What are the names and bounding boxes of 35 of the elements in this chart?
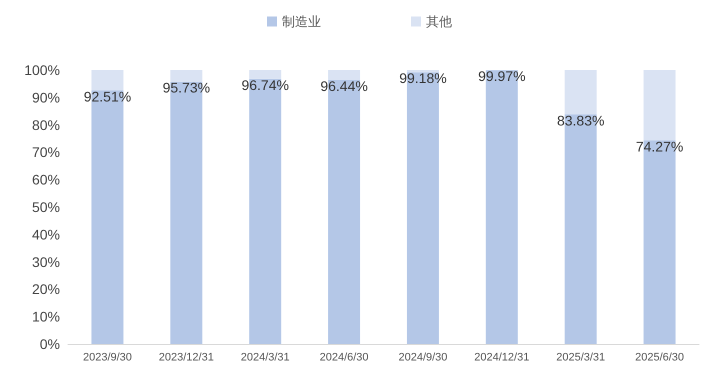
x-tick-label: 2024/3/31 — [240, 352, 290, 364]
data-label: 96.44% — [320, 78, 368, 94]
y-tick-label: 30% — [32, 254, 60, 270]
data-label: 96.74% — [241, 76, 289, 93]
y-tick-label: 40% — [32, 226, 60, 242]
legend-label: 其他 — [426, 14, 452, 29]
y-tick-label: 60% — [32, 172, 60, 188]
data-label: 95.73% — [162, 80, 210, 96]
legend-label: 制造业 — [282, 14, 321, 29]
y-tick-label: 100% — [24, 62, 60, 78]
data-label: 83.83% — [556, 112, 604, 128]
x-tick-label: 2023/9/30 — [82, 352, 132, 364]
data-label: 99.18% — [399, 70, 447, 86]
x-tick-label: 2024/9/30 — [398, 352, 448, 364]
x-tick-label: 2024/6/30 — [320, 352, 369, 364]
bar — [564, 70, 597, 114]
bar — [328, 70, 360, 80]
bar — [91, 70, 124, 91]
data-label: 99.97% — [478, 68, 526, 84]
y-tick-label: 20% — [32, 281, 60, 298]
bar — [170, 70, 202, 82]
bar — [249, 70, 282, 79]
y-tick-label: 50% — [32, 199, 60, 215]
x-tick-label: 2024/12/31 — [474, 352, 530, 364]
x-tick-label: 2023/12/31 — [158, 352, 214, 364]
y-tick-label: 10% — [32, 308, 60, 325]
y-tick-label: 70% — [32, 144, 60, 160]
data-label: 92.51% — [84, 88, 132, 105]
x-tick-label: 2025/3/31 — [556, 352, 606, 364]
y-tick-label: 80% — [32, 116, 60, 133]
data-label: 74.27% — [636, 138, 684, 154]
bar — [644, 70, 676, 140]
y-tick-label: 0% — [40, 336, 60, 352]
y-tick-label: 90% — [32, 89, 60, 106]
x-tick-label: 2025/6/30 — [635, 352, 684, 364]
